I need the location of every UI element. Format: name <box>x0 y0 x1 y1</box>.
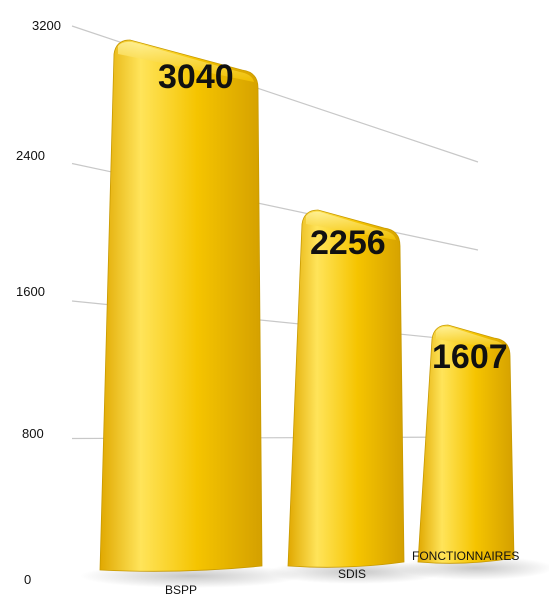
y-tick-label: 2400 <box>16 148 45 163</box>
y-tick-label: 800 <box>22 426 44 441</box>
category-label: BSPP <box>165 583 197 597</box>
value-label: 3040 <box>158 58 234 96</box>
bar <box>287 209 405 568</box>
y-axis-ticks: 0 800 1600 2400 3200 <box>16 18 61 587</box>
category-label: SDIS <box>338 567 366 581</box>
bar <box>99 39 263 572</box>
category-label: FONCTIONNAIRES <box>412 549 519 563</box>
value-label: 1607 <box>432 338 508 376</box>
bars <box>99 39 515 572</box>
bar-top-highlight <box>306 211 396 240</box>
bar-top-highlight <box>118 41 254 82</box>
value-labels: 3040 2256 1607 <box>158 58 508 376</box>
bar-top-highlight <box>436 326 506 350</box>
value-label: 2256 <box>310 224 386 262</box>
bar <box>417 324 515 564</box>
x-axis-categories: BSPP SDIS FONCTIONNAIRES <box>165 549 519 597</box>
y-tick-label: 3200 <box>32 18 61 33</box>
y-tick-label: 1600 <box>16 284 45 299</box>
y-tick-label: 0 <box>24 572 31 587</box>
